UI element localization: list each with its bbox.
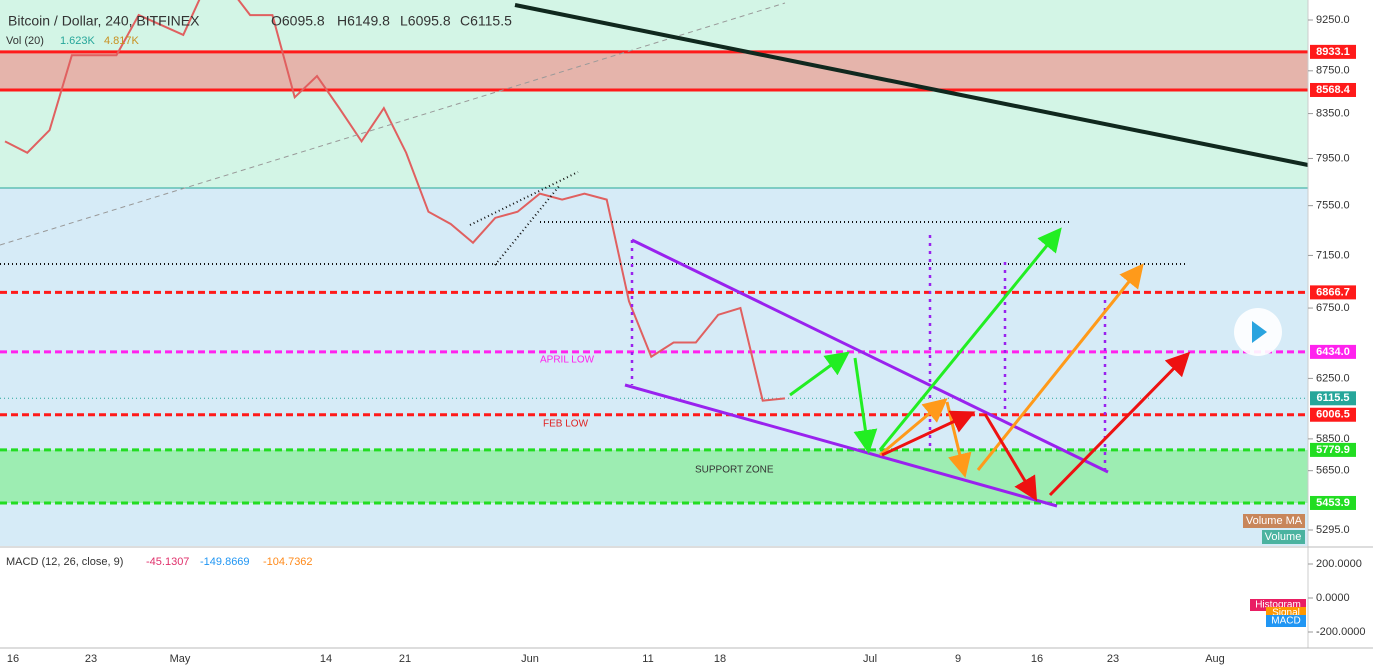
volume-ma-tag-bg — [1243, 514, 1305, 528]
price-level-label: 6115.5 — [1316, 392, 1349, 404]
volume-tag-bg — [1262, 530, 1305, 544]
volume-label: Vol (20) — [6, 35, 44, 47]
price-level-label: 8933.1 — [1316, 46, 1350, 58]
support-zone-label: SUPPORT ZONE — [695, 465, 774, 476]
date-label: 14 — [320, 653, 332, 665]
price-tick-label: 7150.0 — [1316, 249, 1350, 261]
macd-tick-label: -200.0000 — [1316, 626, 1366, 638]
date-label: Aug — [1205, 653, 1225, 665]
price-level-tag — [1310, 82, 1356, 97]
price-tick-label: 9250.0 — [1316, 14, 1350, 26]
macd-tag: Signal — [1272, 608, 1300, 619]
macd-signal-value: -104.7362 — [263, 556, 313, 568]
macd-tick-label: 200.0000 — [1316, 558, 1362, 570]
price-level-tag — [1310, 407, 1356, 422]
trend-line — [0, 2, 786, 246]
low: L6095.8 — [400, 13, 451, 29]
date-label: 16 — [7, 653, 19, 665]
resistance-zone — [0, 51, 1308, 90]
price-level-tag — [1310, 344, 1356, 359]
scenario-arrows — [789, 227, 1191, 502]
price-level-label: 5453.9 — [1316, 497, 1350, 509]
date-label: May — [170, 653, 191, 665]
macd-tag: Histogram — [1255, 600, 1301, 611]
price-line — [4, 0, 786, 402]
close: C6115.5 — [460, 13, 512, 29]
support-zone — [0, 449, 1308, 503]
macd-tag-bg — [1266, 615, 1306, 627]
price-tick-label: 7950.0 — [1316, 152, 1350, 164]
resistance-line — [514, 3, 1309, 167]
price-tick-label: 5295.0 — [1316, 524, 1350, 536]
date-label: Jul — [863, 653, 877, 665]
volume-ma-tag: Volume MA — [1246, 515, 1303, 527]
price-level-label: 8568.4 — [1316, 84, 1351, 96]
date-label: 18 — [714, 653, 726, 665]
macd-label: MACD (12, 26, close, 9) — [6, 556, 123, 568]
price-tick-label: 8350.0 — [1316, 107, 1350, 119]
feb-low-label: FEB LOW — [543, 419, 589, 430]
play-icon — [1252, 321, 1267, 343]
volume-tag: Volume — [1265, 531, 1302, 543]
macd-value: -149.8669 — [200, 556, 250, 568]
macd-hist-value: -45.1307 — [146, 556, 189, 568]
price-level-tag — [1310, 391, 1356, 406]
date-label: 9 — [955, 653, 961, 665]
price-level-tag — [1310, 495, 1356, 510]
price-tick-label: 6750.0 — [1316, 302, 1350, 314]
date-label: 11 — [642, 653, 653, 665]
price-tick-label: 5850.0 — [1316, 433, 1350, 445]
date-label: 23 — [85, 653, 97, 665]
price-tick-label: 6250.0 — [1316, 372, 1350, 384]
date-label: 16 — [1031, 653, 1043, 665]
price-tick-label: 7550.0 — [1316, 200, 1350, 212]
symbol: Bitcoin / Dollar, 240, BITFINEX — [8, 13, 200, 29]
price-level-tag — [1310, 44, 1356, 59]
volume-value: 1.623K — [60, 35, 96, 47]
macd-tick-label: 0.0000 — [1316, 592, 1350, 604]
macd-tag: MACD — [1271, 616, 1300, 627]
open: O6095.8 — [271, 13, 325, 29]
price-tick-label: 5650.0 — [1316, 465, 1350, 477]
dotted-lines — [0, 171, 1185, 266]
date-label: 21 — [399, 653, 411, 665]
date-label: Jun — [521, 653, 539, 665]
channel — [624, 238, 1109, 508]
price-level-label: 6434.0 — [1316, 346, 1350, 358]
date-label: 23 — [1107, 653, 1119, 665]
high: H6149.8 — [337, 13, 390, 29]
price-level-label: 6866.7 — [1316, 286, 1350, 298]
april-low-label: APRIL LOW — [540, 355, 595, 366]
price-level-tag — [1310, 442, 1356, 457]
vertical-markers — [630, 235, 1107, 470]
price-level-label: 5779.9 — [1316, 444, 1350, 456]
price-tick-label: 8750.0 — [1316, 65, 1350, 77]
price-level-label: 6006.5 — [1316, 409, 1350, 421]
price-level-tag — [1310, 285, 1356, 300]
volume-ma-value: 4.817K — [104, 35, 140, 47]
